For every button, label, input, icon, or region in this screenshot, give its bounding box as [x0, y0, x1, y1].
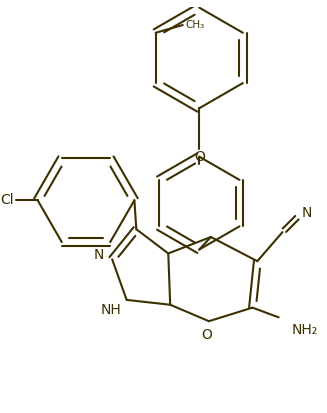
Text: O: O — [194, 150, 205, 164]
Text: NH: NH — [101, 303, 122, 317]
Text: NH₂: NH₂ — [291, 323, 318, 337]
Text: CH₃: CH₃ — [186, 20, 205, 30]
Text: O: O — [201, 328, 213, 342]
Text: N: N — [94, 248, 104, 262]
Text: Cl: Cl — [0, 193, 13, 207]
Text: N: N — [302, 206, 312, 220]
